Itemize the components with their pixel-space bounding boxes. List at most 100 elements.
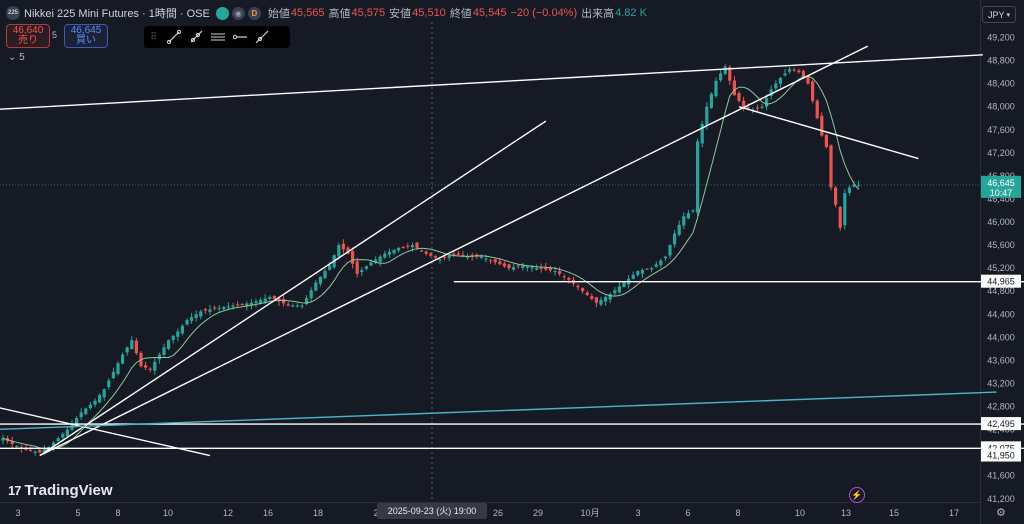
candle-body	[355, 261, 359, 274]
y-tick-label: 47,600	[987, 125, 1015, 135]
y-tick-label: 48,000	[987, 102, 1015, 112]
x-tick-label: 8	[735, 508, 740, 518]
symbol-logo-icon[interactable]: 225	[6, 6, 20, 20]
eye-icon[interactable]: ◉	[231, 6, 245, 20]
candle-body	[429, 253, 433, 256]
last-price-label: 46,645	[987, 178, 1015, 188]
candle-body	[502, 263, 506, 267]
candle-body	[116, 363, 120, 374]
candle-body	[102, 389, 106, 398]
candle-body	[245, 303, 249, 307]
x-tick-label: 17	[949, 508, 959, 518]
candle-body	[180, 325, 184, 334]
extended-line-icon[interactable]	[251, 26, 273, 48]
candle-body	[594, 297, 598, 303]
lightning-icon[interactable]: ⚡	[849, 487, 865, 503]
ray-line-icon[interactable]	[185, 26, 207, 48]
candle-body	[130, 340, 134, 350]
candle-body	[447, 255, 451, 258]
candle-body	[125, 347, 129, 353]
horizontal-lines-icon[interactable]	[207, 26, 229, 48]
sell-button[interactable]: 46,640 売り	[6, 24, 50, 48]
trend-line	[0, 391, 997, 431]
candle-body	[107, 380, 111, 387]
x-tick-label: 16	[263, 508, 273, 518]
currency-selector[interactable]: JPY ▾	[982, 6, 1016, 23]
level-price-box	[981, 448, 1021, 462]
candle-body	[728, 66, 732, 81]
candle-body	[700, 123, 704, 144]
chevron-down-icon: ▾	[1006, 11, 1011, 19]
mode-badge[interactable]: D	[247, 6, 261, 20]
indicator-count: 5	[19, 52, 25, 63]
candle-body	[401, 246, 405, 248]
currency-label: JPY	[987, 9, 1005, 20]
candle-body	[291, 305, 295, 307]
candle-body	[415, 242, 419, 248]
candle-body	[424, 251, 428, 254]
candle-body	[585, 292, 589, 296]
candle-body	[714, 80, 718, 97]
indicator-collapse[interactable]: ⌄ 5	[8, 52, 25, 63]
candle-body	[778, 77, 782, 84]
buy-label: 買い	[76, 35, 96, 46]
y-tick-label: 44,400	[987, 309, 1015, 319]
x-tick-label: 5	[75, 508, 80, 518]
x-tick-label: 3	[15, 508, 20, 518]
high-label: 高値	[328, 8, 351, 20]
candle-body	[410, 245, 414, 248]
x-tick-label: 2	[373, 508, 378, 518]
candle-body	[364, 266, 368, 269]
candle-body	[544, 267, 548, 270]
x-tick-label: 10月	[580, 508, 599, 518]
candle-body	[682, 216, 686, 226]
candle-body	[581, 288, 585, 292]
trend-line-icon[interactable]	[163, 26, 185, 48]
close-label: 終値	[449, 8, 472, 20]
candle-body	[673, 233, 677, 245]
y-tick-label: 42,800	[987, 402, 1015, 412]
change-value: −20 (−0.04%)	[510, 7, 578, 19]
candle-body	[249, 302, 253, 305]
candle-body	[760, 106, 764, 108]
horizontal-ray-icon[interactable]	[229, 26, 251, 48]
candle-body	[525, 266, 529, 268]
candle-body	[351, 251, 355, 264]
y-tick-label: 49,200	[987, 33, 1015, 43]
low-value: 45,510	[412, 7, 446, 19]
candle-body	[696, 141, 700, 213]
candle-body	[452, 253, 456, 255]
candle-body	[705, 106, 709, 126]
candle-body	[801, 71, 805, 78]
drag-handle-icon[interactable]: ⠿	[150, 31, 158, 43]
candle-body	[52, 442, 56, 449]
candle-body	[558, 271, 562, 274]
candle-body	[88, 404, 92, 409]
candle-body	[824, 134, 828, 148]
candle-body	[622, 282, 626, 287]
candle-body	[521, 265, 525, 268]
candle-body	[438, 259, 442, 261]
candle-body	[433, 255, 437, 258]
y-tick-label: 46,000	[987, 217, 1015, 227]
candle-body	[567, 277, 571, 280]
y-tick-label: 43,200	[987, 378, 1015, 388]
candle-body	[360, 270, 364, 273]
candle-body	[346, 247, 350, 254]
candle-body	[65, 429, 69, 437]
x-tick-label: 13	[841, 508, 851, 518]
symbol-title[interactable]: Nikkei 225 Mini Futures · 1時間 · OSE	[24, 8, 210, 20]
sell-price: 46,640	[12, 25, 44, 36]
order-quantity[interactable]: 5	[52, 30, 58, 40]
y-tick-label: 48,800	[987, 56, 1015, 66]
buy-button[interactable]: 46,645 買い	[64, 24, 108, 48]
candle-body	[295, 305, 299, 307]
candle-body	[93, 400, 97, 405]
y-tick-label: 45,600	[987, 240, 1015, 250]
close-value: 45,545	[472, 7, 507, 19]
candle-body	[539, 267, 543, 269]
gear-icon[interactable]: ⚙	[996, 507, 1006, 519]
candle-body	[783, 73, 787, 76]
